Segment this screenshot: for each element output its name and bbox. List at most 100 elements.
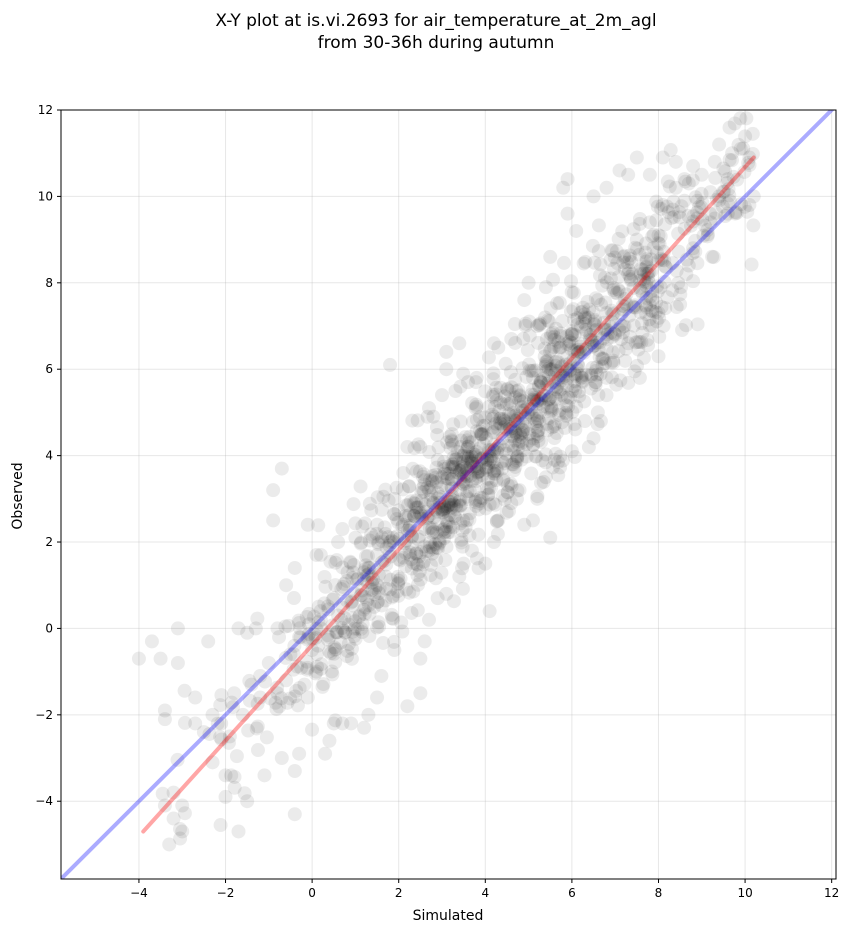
scatter-point <box>472 496 487 511</box>
x-tick-label: 12 <box>824 886 839 900</box>
scatter-point <box>434 565 449 580</box>
scatter-point <box>571 384 586 399</box>
scatter-point <box>507 317 522 332</box>
scatter-point <box>227 780 242 795</box>
scatter-point <box>513 405 528 420</box>
scatter-point <box>486 387 501 402</box>
scatter-point <box>426 510 441 525</box>
scatter-point <box>639 275 654 290</box>
scatter-point <box>512 388 527 403</box>
scatter-point <box>490 445 505 460</box>
scatter-point <box>478 384 493 399</box>
scatter-point <box>636 266 651 281</box>
scatter-point <box>343 555 358 570</box>
scatter-point <box>413 439 428 454</box>
scatter-point <box>310 646 325 661</box>
scatter-point <box>444 427 459 442</box>
scatter-point <box>346 557 361 572</box>
scatter-point <box>575 342 590 357</box>
scatter-point <box>544 342 559 357</box>
scatter-point <box>491 513 506 528</box>
scatter-point <box>279 578 294 593</box>
scatter-point <box>482 449 497 464</box>
scatter-point <box>621 266 636 281</box>
scatter-point <box>361 567 376 582</box>
scatter-point <box>474 427 489 442</box>
scatter-point <box>460 439 475 454</box>
scatter-point <box>598 356 613 371</box>
scatter-point <box>622 251 637 266</box>
scatter-point <box>452 466 467 481</box>
scatter-point <box>452 569 467 584</box>
scatter-point <box>370 620 385 635</box>
scatter-point <box>399 511 414 526</box>
scatter-point <box>371 535 386 550</box>
scatter-point <box>706 250 721 265</box>
scatter-point <box>591 387 606 402</box>
scatter-point <box>481 480 496 495</box>
scatter-point <box>352 608 367 623</box>
scatter-point <box>269 702 284 717</box>
scatter-point <box>593 414 608 429</box>
scatter-point <box>622 329 637 344</box>
scatter-point <box>570 317 585 332</box>
scatter-point <box>500 485 515 500</box>
scatter-point <box>293 630 308 645</box>
scatter-point <box>629 150 644 165</box>
scatter-point <box>329 553 344 568</box>
scatter-point <box>409 500 424 515</box>
scatter-point <box>616 249 631 264</box>
scatter-point <box>597 315 612 330</box>
scatter-point <box>302 606 317 621</box>
scatter-point <box>604 314 619 329</box>
scatter-point <box>452 336 467 351</box>
scatter-point <box>560 362 575 377</box>
scatter-point <box>428 470 443 485</box>
scatter-point <box>604 355 619 370</box>
scatter-point <box>337 625 352 640</box>
scatter-point <box>205 707 220 722</box>
scatter-point <box>300 517 315 532</box>
scatter-point <box>313 612 328 627</box>
scatter-point <box>744 257 759 272</box>
scatter-point <box>403 548 418 563</box>
scatter-point <box>326 716 341 731</box>
x-axis-label: Simulated <box>413 908 484 924</box>
scatter-point <box>435 470 450 485</box>
scatter-point <box>563 356 578 371</box>
scatter-point <box>614 306 629 321</box>
scatter-point <box>166 785 181 800</box>
scatter-point <box>292 621 307 636</box>
y-tick-label: 6 <box>45 362 53 376</box>
scatter-point <box>685 246 700 261</box>
scatter-point <box>434 503 449 518</box>
scatter-point <box>462 484 477 499</box>
scatter-point <box>339 573 354 588</box>
scatter-point <box>486 455 501 470</box>
scatter-point <box>445 489 460 504</box>
scatter-point <box>360 548 375 563</box>
scatter-point <box>248 621 263 636</box>
scatter-point <box>175 798 190 813</box>
scatter-point <box>452 482 467 497</box>
scatter-point <box>567 450 582 465</box>
scatter-point <box>313 547 328 562</box>
scatter-point <box>410 557 425 572</box>
scatter-point <box>412 549 427 564</box>
scatter-point <box>415 481 430 496</box>
scatter-point <box>399 498 414 513</box>
scatter-point <box>533 375 548 390</box>
scatter-point <box>214 732 229 747</box>
scatter-point <box>579 341 594 356</box>
scatter-point <box>639 252 654 267</box>
scatter-point <box>177 715 192 730</box>
scatter-point <box>530 393 545 408</box>
scatter-point <box>644 252 659 267</box>
scatter-point <box>492 403 507 418</box>
scatter-point <box>347 621 362 636</box>
scatter-point <box>694 167 709 182</box>
scatter-point <box>453 498 468 513</box>
scatter-point <box>469 450 484 465</box>
x-tick-label: 2 <box>395 886 403 900</box>
scatter-point <box>488 497 503 512</box>
